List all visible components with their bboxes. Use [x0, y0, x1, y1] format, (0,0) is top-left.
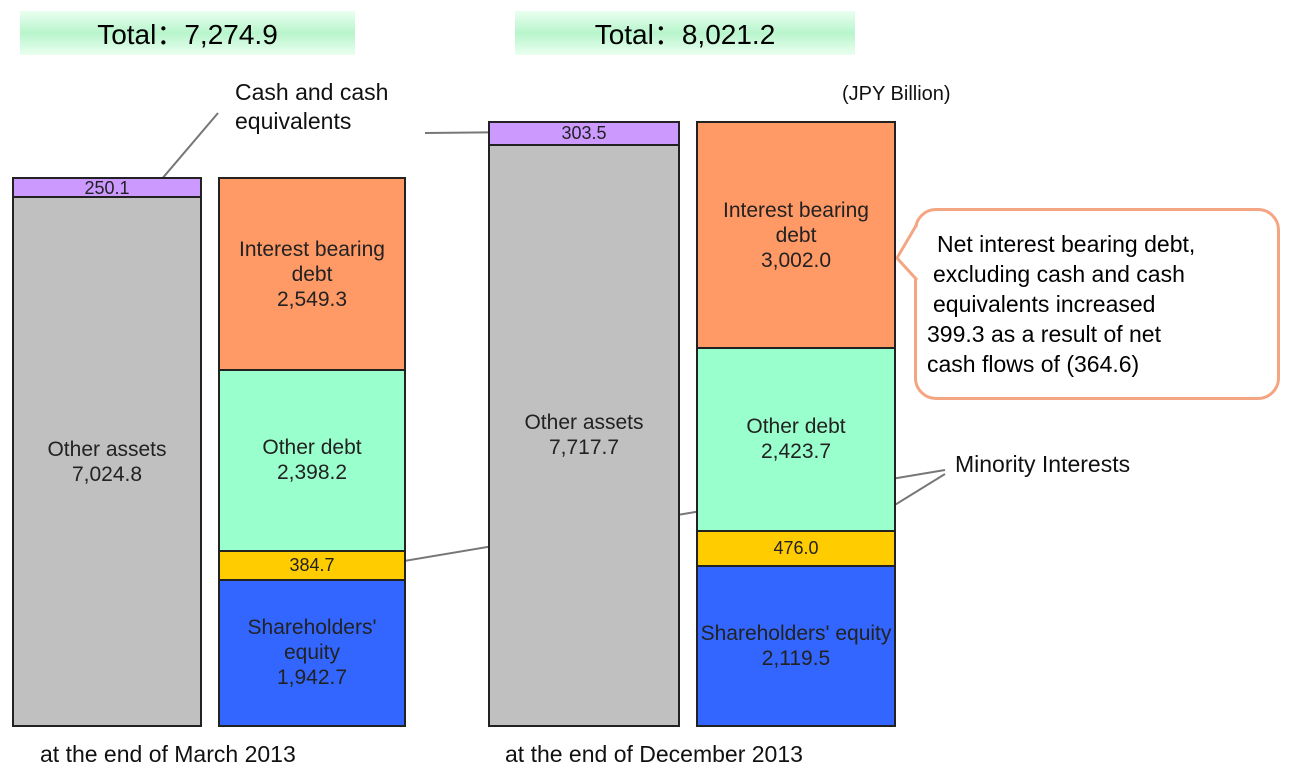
annotation-cash: Cash and cash equivalents [235, 78, 388, 136]
bar-segment: Shareholders' equity 2,119.5 [696, 565, 896, 727]
segment-value: 2,398.2 [276, 461, 348, 485]
leader-line [159, 112, 219, 182]
leader-line [424, 131, 489, 134]
segment-value: 1,942.7 [276, 666, 348, 690]
bar-segment: Other debt 2,423.7 [696, 347, 896, 532]
bar-segment: Interest bearing debt 3,002.0 [696, 121, 896, 350]
callout-pointer [895, 223, 919, 282]
segment-value: 2,549.3 [276, 287, 348, 311]
annotation-minority: Minority Interests [955, 451, 1131, 477]
segment-value: 3,002.0 [760, 248, 832, 272]
segment-name: Shareholders' equity [247, 616, 377, 665]
segment-value: 7,024.8 [71, 462, 143, 486]
note-line: cash flows of (364.6) [927, 351, 1140, 377]
segment-value: 2,423.7 [760, 440, 832, 464]
bar-segment: 250.1 [12, 177, 202, 199]
segment-value: 2,119.5 [761, 647, 831, 671]
note-line: Net interest bearing debt, [937, 231, 1196, 257]
unit-label: (JPY Billion) [842, 83, 951, 105]
total-banner: Total：7,274.9 [20, 11, 355, 55]
bar-segment: Other debt 2,398.2 [218, 369, 406, 552]
bar-segment: Shareholders' equity 1,942.7 [218, 578, 406, 727]
segment-value: 476.0 [773, 538, 819, 559]
segment-value: 384.7 [289, 555, 335, 576]
bar-segment: Other assets 7,024.8 [12, 196, 202, 727]
group-label: at the end of December 2013 [505, 741, 803, 767]
note-line: equivalents increased [933, 291, 1156, 317]
segment-name: Shareholders' equity [700, 622, 892, 646]
bar-segment: 384.7 [218, 549, 406, 581]
bar-segment: Other assets 7,717.7 [488, 143, 680, 727]
segment-value: 250.1 [84, 177, 130, 198]
segment-name: Other assets [47, 437, 167, 461]
callout-note: Net interest bearing debt, excluding cas… [914, 208, 1280, 400]
note-line: excluding cash and cash [933, 261, 1185, 287]
annotation-line: equivalents [235, 108, 352, 134]
group-label: at the end of March 2013 [40, 741, 296, 767]
segment-name: Interest bearing debt [723, 198, 869, 247]
total-banner: Total：8,021.2 [515, 11, 855, 55]
segment-value: 7,717.7 [548, 436, 620, 460]
segment-name: Other assets [524, 411, 644, 435]
bar-segment: 303.5 [488, 121, 680, 146]
segment-value: 303.5 [561, 123, 607, 144]
annotation-line: Cash and cash [235, 79, 389, 105]
bar-segment: 476.0 [696, 529, 896, 568]
bar-segment: Interest bearing debt 2,549.3 [218, 177, 406, 372]
segment-name: Interest bearing debt [239, 237, 385, 286]
segment-name: Other debt [262, 436, 362, 460]
segment-name: Other debt [746, 415, 846, 439]
note-line: 399.3 as a result of net [927, 321, 1161, 347]
